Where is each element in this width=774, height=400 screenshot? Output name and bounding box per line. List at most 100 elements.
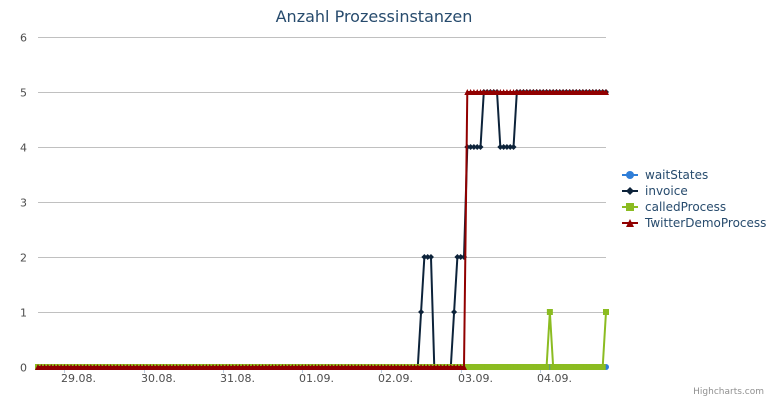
series-calledProcess[interactable]: [35, 309, 609, 370]
series-line: [38, 91, 606, 368]
data-point[interactable]: [500, 144, 507, 150]
data-point[interactable]: [427, 254, 434, 260]
data-point[interactable]: [513, 364, 520, 370]
data-point[interactable]: [507, 364, 514, 370]
data-point[interactable]: [543, 364, 550, 370]
legend-symbol: [626, 187, 634, 195]
legend-label: waitStates: [645, 168, 708, 182]
y-tick-label: 1: [20, 307, 27, 320]
data-point[interactable]: [603, 309, 609, 315]
x-tick-label: 04.09.: [537, 372, 572, 385]
x-tick-label: 03.09.: [458, 372, 493, 385]
legend-label: invoice: [645, 184, 688, 198]
data-point[interactable]: [480, 364, 487, 370]
data-point[interactable]: [494, 364, 501, 370]
data-point[interactable]: [503, 144, 510, 150]
data-point[interactable]: [540, 364, 547, 370]
y-tick-label: 6: [20, 32, 27, 45]
data-point[interactable]: [563, 364, 570, 370]
data-point[interactable]: [507, 144, 514, 150]
data-point[interactable]: [490, 364, 497, 370]
series-TwitterDemoProcess[interactable]: [35, 89, 609, 370]
data-point[interactable]: [461, 364, 467, 370]
data-point[interactable]: [556, 364, 563, 370]
legend-item-calledProcess[interactable]: calledProcess: [622, 200, 726, 214]
data-point[interactable]: [500, 364, 507, 370]
data-point[interactable]: [474, 364, 481, 370]
data-point[interactable]: [470, 364, 477, 370]
data-point[interactable]: [421, 254, 428, 260]
credits-link[interactable]: Highcharts.com: [693, 387, 764, 397]
x-tick-label: 29.08.: [61, 372, 96, 385]
data-point[interactable]: [424, 254, 431, 260]
x-tick-label: 01.09.: [299, 372, 334, 385]
series-line: [38, 311, 607, 368]
legend-item-TwitterDemoProcess[interactable]: TwitterDemoProcess: [622, 216, 766, 230]
data-point[interactable]: [569, 364, 576, 370]
y-tick-label: 2: [20, 252, 27, 265]
data-point[interactable]: [451, 309, 458, 315]
data-point[interactable]: [470, 144, 477, 150]
y-tick-label: 3: [20, 197, 27, 210]
data-point[interactable]: [510, 364, 517, 370]
data-point[interactable]: [477, 144, 484, 150]
data-point[interactable]: [576, 364, 583, 370]
data-point[interactable]: [464, 364, 471, 370]
data-point[interactable]: [418, 309, 425, 315]
data-point[interactable]: [497, 364, 504, 370]
x-tick-label: 30.08.: [141, 372, 176, 385]
data-point[interactable]: [530, 364, 537, 370]
data-point[interactable]: [467, 144, 474, 150]
chart-title: Anzahl Prozessinstanzen: [276, 7, 473, 26]
x-tick-label: 31.08.: [220, 372, 255, 385]
legend: waitStates invoice calledProcess TwitterDem…: [622, 168, 766, 230]
legend-symbol: [626, 171, 634, 179]
grid: [38, 37, 606, 368]
plot-area: [35, 89, 609, 370]
series-invoice[interactable]: [35, 89, 609, 370]
data-point[interactable]: [573, 364, 580, 370]
data-point[interactable]: [454, 254, 461, 260]
data-point[interactable]: [596, 364, 603, 370]
data-point[interactable]: [497, 144, 504, 150]
x-tick-label: 02.09.: [378, 372, 413, 385]
data-point[interactable]: [517, 364, 524, 370]
data-point[interactable]: [560, 364, 567, 370]
data-point[interactable]: [586, 364, 593, 370]
data-point[interactable]: [520, 364, 527, 370]
data-point[interactable]: [484, 364, 491, 370]
data-point[interactable]: [477, 364, 484, 370]
data-point[interactable]: [510, 144, 517, 150]
data-point[interactable]: [593, 364, 600, 370]
data-point[interactable]: [550, 364, 557, 370]
data-point[interactable]: [467, 364, 474, 370]
legend-symbol: [626, 219, 634, 227]
series-line: [38, 91, 606, 368]
data-point[interactable]: [523, 364, 530, 370]
data-point[interactable]: [599, 364, 606, 370]
data-point[interactable]: [566, 364, 573, 370]
legend-label: calledProcess: [645, 200, 726, 214]
y-tick-label: 5: [20, 87, 27, 100]
data-point[interactable]: [579, 364, 586, 370]
data-point[interactable]: [503, 364, 510, 370]
data-point[interactable]: [589, 364, 596, 370]
data-point[interactable]: [533, 364, 540, 370]
axes: 0 1 2 3 4 5 6 29.08. 30.08. 31.08. 01.09. 02.09. 03.…: [20, 32, 606, 385]
data-point[interactable]: [536, 364, 543, 370]
legend-symbol: [626, 203, 634, 211]
data-point[interactable]: [603, 89, 609, 95]
legend-item-invoice[interactable]: invoice: [622, 184, 688, 198]
data-point[interactable]: [527, 364, 534, 370]
data-point[interactable]: [474, 144, 481, 150]
data-point[interactable]: [457, 254, 464, 260]
data-point[interactable]: [487, 364, 494, 370]
data-point[interactable]: [553, 364, 560, 370]
legend-item-waitStates[interactable]: waitStates: [622, 168, 708, 182]
data-point[interactable]: [546, 309, 553, 315]
data-point[interactable]: [583, 364, 590, 370]
y-tick-label: 4: [20, 142, 27, 155]
legend-label: TwitterDemoProcess: [644, 216, 766, 230]
y-tick-label: 0: [20, 362, 27, 375]
